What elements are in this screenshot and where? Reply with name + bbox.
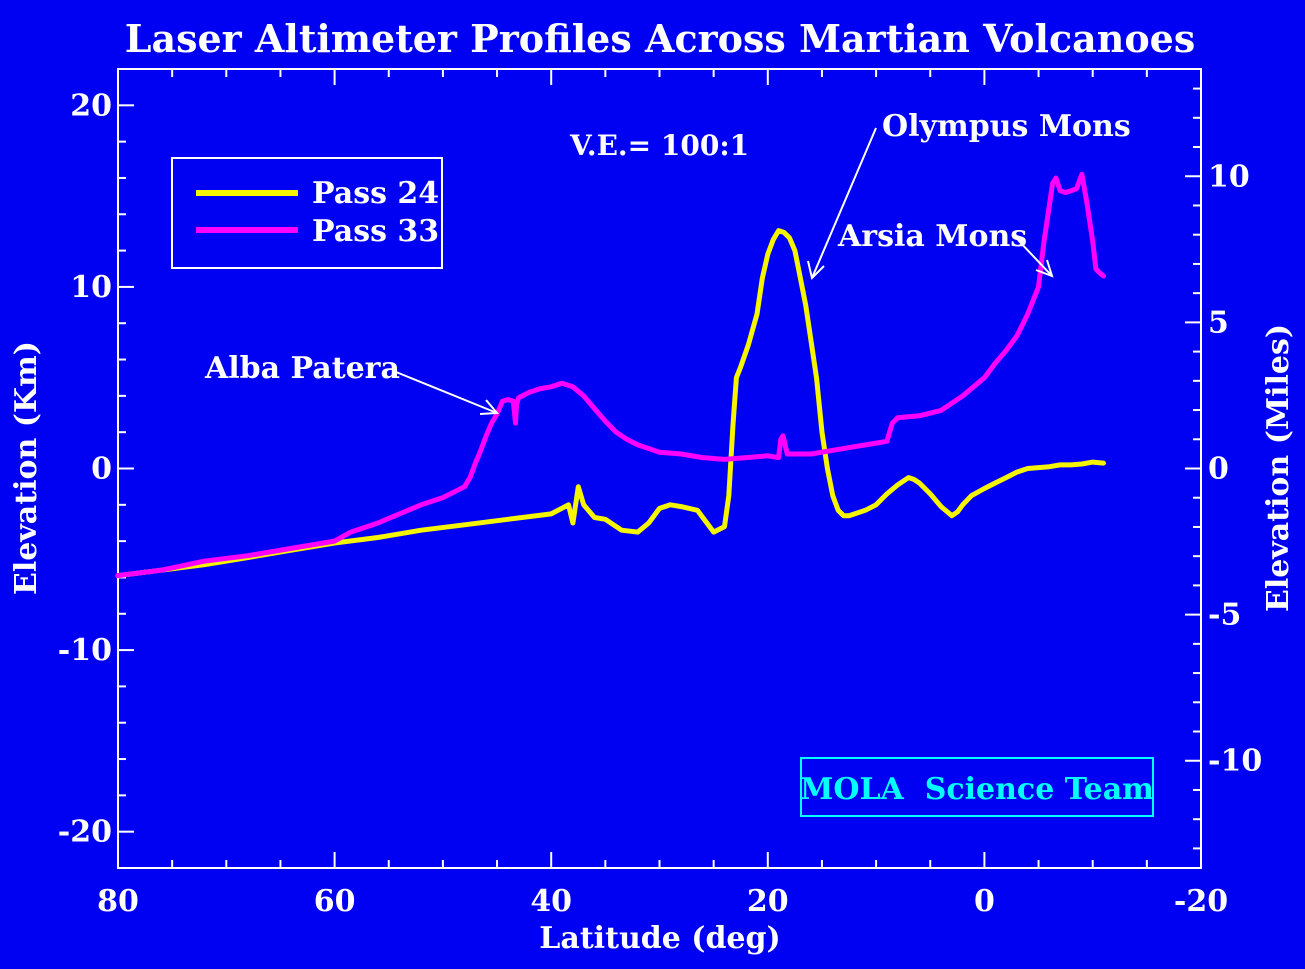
annotation-arsia-mons-arrowhead <box>1035 259 1054 278</box>
annotation-olympus-mons-label: Olympus Mons <box>882 109 1131 144</box>
y2-axis-label: Elevation (Miles) <box>1261 324 1296 612</box>
annotation-alba-patera-arrowhead <box>479 399 500 415</box>
axis-ticks <box>117 68 1202 869</box>
vertical-exaggeration-note: V.E.= 100:1 <box>569 129 749 162</box>
y-tick-label: 20 <box>70 88 112 123</box>
annotation-olympus-mons-arrow <box>811 127 877 279</box>
x-tick-label: 0 <box>974 884 995 919</box>
x-tick-labels: 80 60 40 20 0 -20 <box>97 884 1228 919</box>
annotation-alba-patera-label: Alba Patera <box>204 351 400 386</box>
legend: Pass 24 Pass 33 <box>171 157 443 269</box>
annotation-arsia-mons-label: Arsia Mons <box>837 219 1027 254</box>
annotation-olympus-mons: Olympus Mons <box>807 109 1131 280</box>
legend-box <box>171 157 443 269</box>
x-tick-label: 20 <box>747 884 789 919</box>
annotation-arsia-mons-arrow <box>1017 239 1053 277</box>
y2-tick-label: -5 <box>1208 598 1241 633</box>
y2-tick-label: 10 <box>1208 159 1250 194</box>
y2-tick-label: 5 <box>1208 305 1229 340</box>
annotation-arsia-mons: Arsia Mons <box>837 219 1054 278</box>
y2-tick-label: -10 <box>1208 744 1262 779</box>
series-lines <box>115 171 1106 579</box>
y-tick-label: 0 <box>91 452 112 487</box>
series-line-pass-33 <box>115 171 1106 579</box>
legend-label-pass-33: Pass 33 <box>312 214 439 249</box>
credit-text: MOLA Science Team <box>800 772 1154 807</box>
y-axis-label: Elevation (Km) <box>9 341 44 595</box>
x-tick-label: 40 <box>530 884 572 919</box>
y2-tick-labels: 10 5 0 -5 -10 <box>1208 159 1262 778</box>
annotation-olympus-mons-arrowhead <box>807 260 825 280</box>
annotation-alba-patera-arrow <box>395 371 498 414</box>
y-tick-label: -20 <box>58 815 112 850</box>
credit-box <box>800 757 1154 817</box>
y-tick-labels: 20 10 0 -10 -20 <box>58 88 112 849</box>
x-tick-label: -20 <box>1174 884 1228 919</box>
legend-label-pass-24: Pass 24 <box>312 176 439 211</box>
annotation-alba-patera: Alba Patera <box>204 351 500 415</box>
y-tick-label: 10 <box>70 270 112 305</box>
x-axis-label: Latitude (deg) <box>539 921 780 956</box>
series-line-pass-24 <box>115 228 1106 579</box>
x-tick-label: 60 <box>314 884 356 919</box>
x-tick-label: 80 <box>97 884 139 919</box>
y-tick-label: -10 <box>58 633 112 668</box>
y2-tick-label: 0 <box>1208 452 1229 487</box>
chart-title: Laser Altimeter Profiles Across Martian … <box>125 16 1196 61</box>
